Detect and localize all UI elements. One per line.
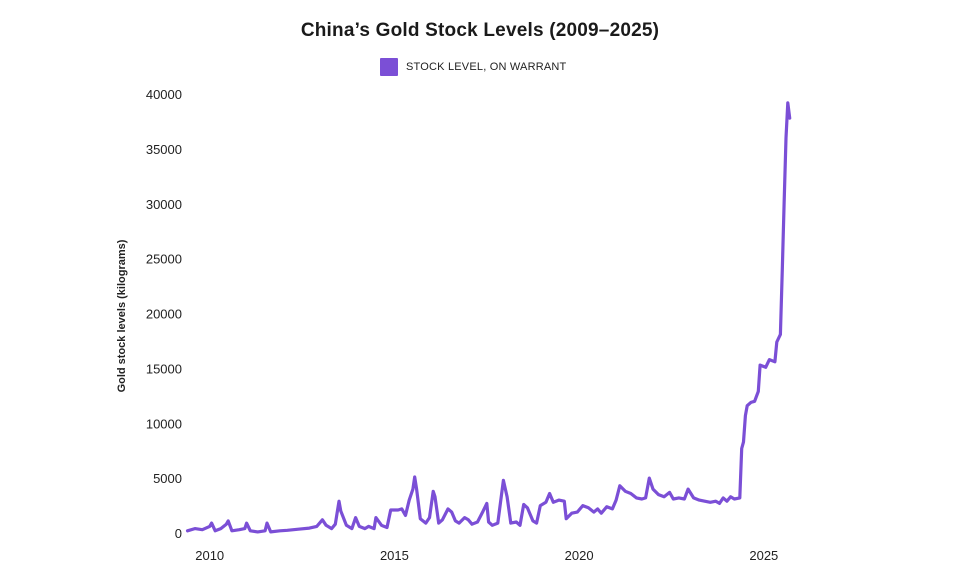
y-tick-label: 25000 — [146, 252, 182, 267]
y-tick-label: 5000 — [153, 471, 182, 486]
x-ticks: 2010 2015 2020 2025 — [195, 548, 778, 563]
legend-swatch — [380, 58, 398, 76]
x-tick-label: 2010 — [195, 548, 224, 563]
x-tick-label: 2020 — [565, 548, 594, 563]
series-group — [185, 101, 792, 534]
x-tick-label: 2015 — [380, 548, 409, 563]
chart-title: China’s Gold Stock Levels (2009–2025) — [300, 20, 660, 41]
y-axis-label: Gold stock levels (kilograms) — [116, 239, 128, 392]
legend-label: STOCK LEVEL, ON WARRANT — [406, 61, 567, 73]
y-tick-label: 35000 — [146, 142, 182, 157]
y-tick-label: 40000 — [146, 87, 182, 102]
y-tick-label: 15000 — [146, 361, 182, 376]
y-tick-label: 20000 — [146, 307, 182, 322]
y-tick-label: 30000 — [146, 197, 182, 212]
y-axis-label-group: Gold stock levels (kilograms) — [116, 239, 128, 392]
y-tick-label: 0 — [175, 526, 182, 541]
y-tick-label: 10000 — [146, 416, 182, 431]
legend: STOCK LEVEL, ON WARRANT — [380, 58, 566, 76]
x-tick-label: 2025 — [749, 548, 778, 563]
y-ticks: 0 5000 10000 15000 20000 25000 30000 35000 40000 — [146, 87, 182, 541]
series-line — [185, 101, 792, 534]
